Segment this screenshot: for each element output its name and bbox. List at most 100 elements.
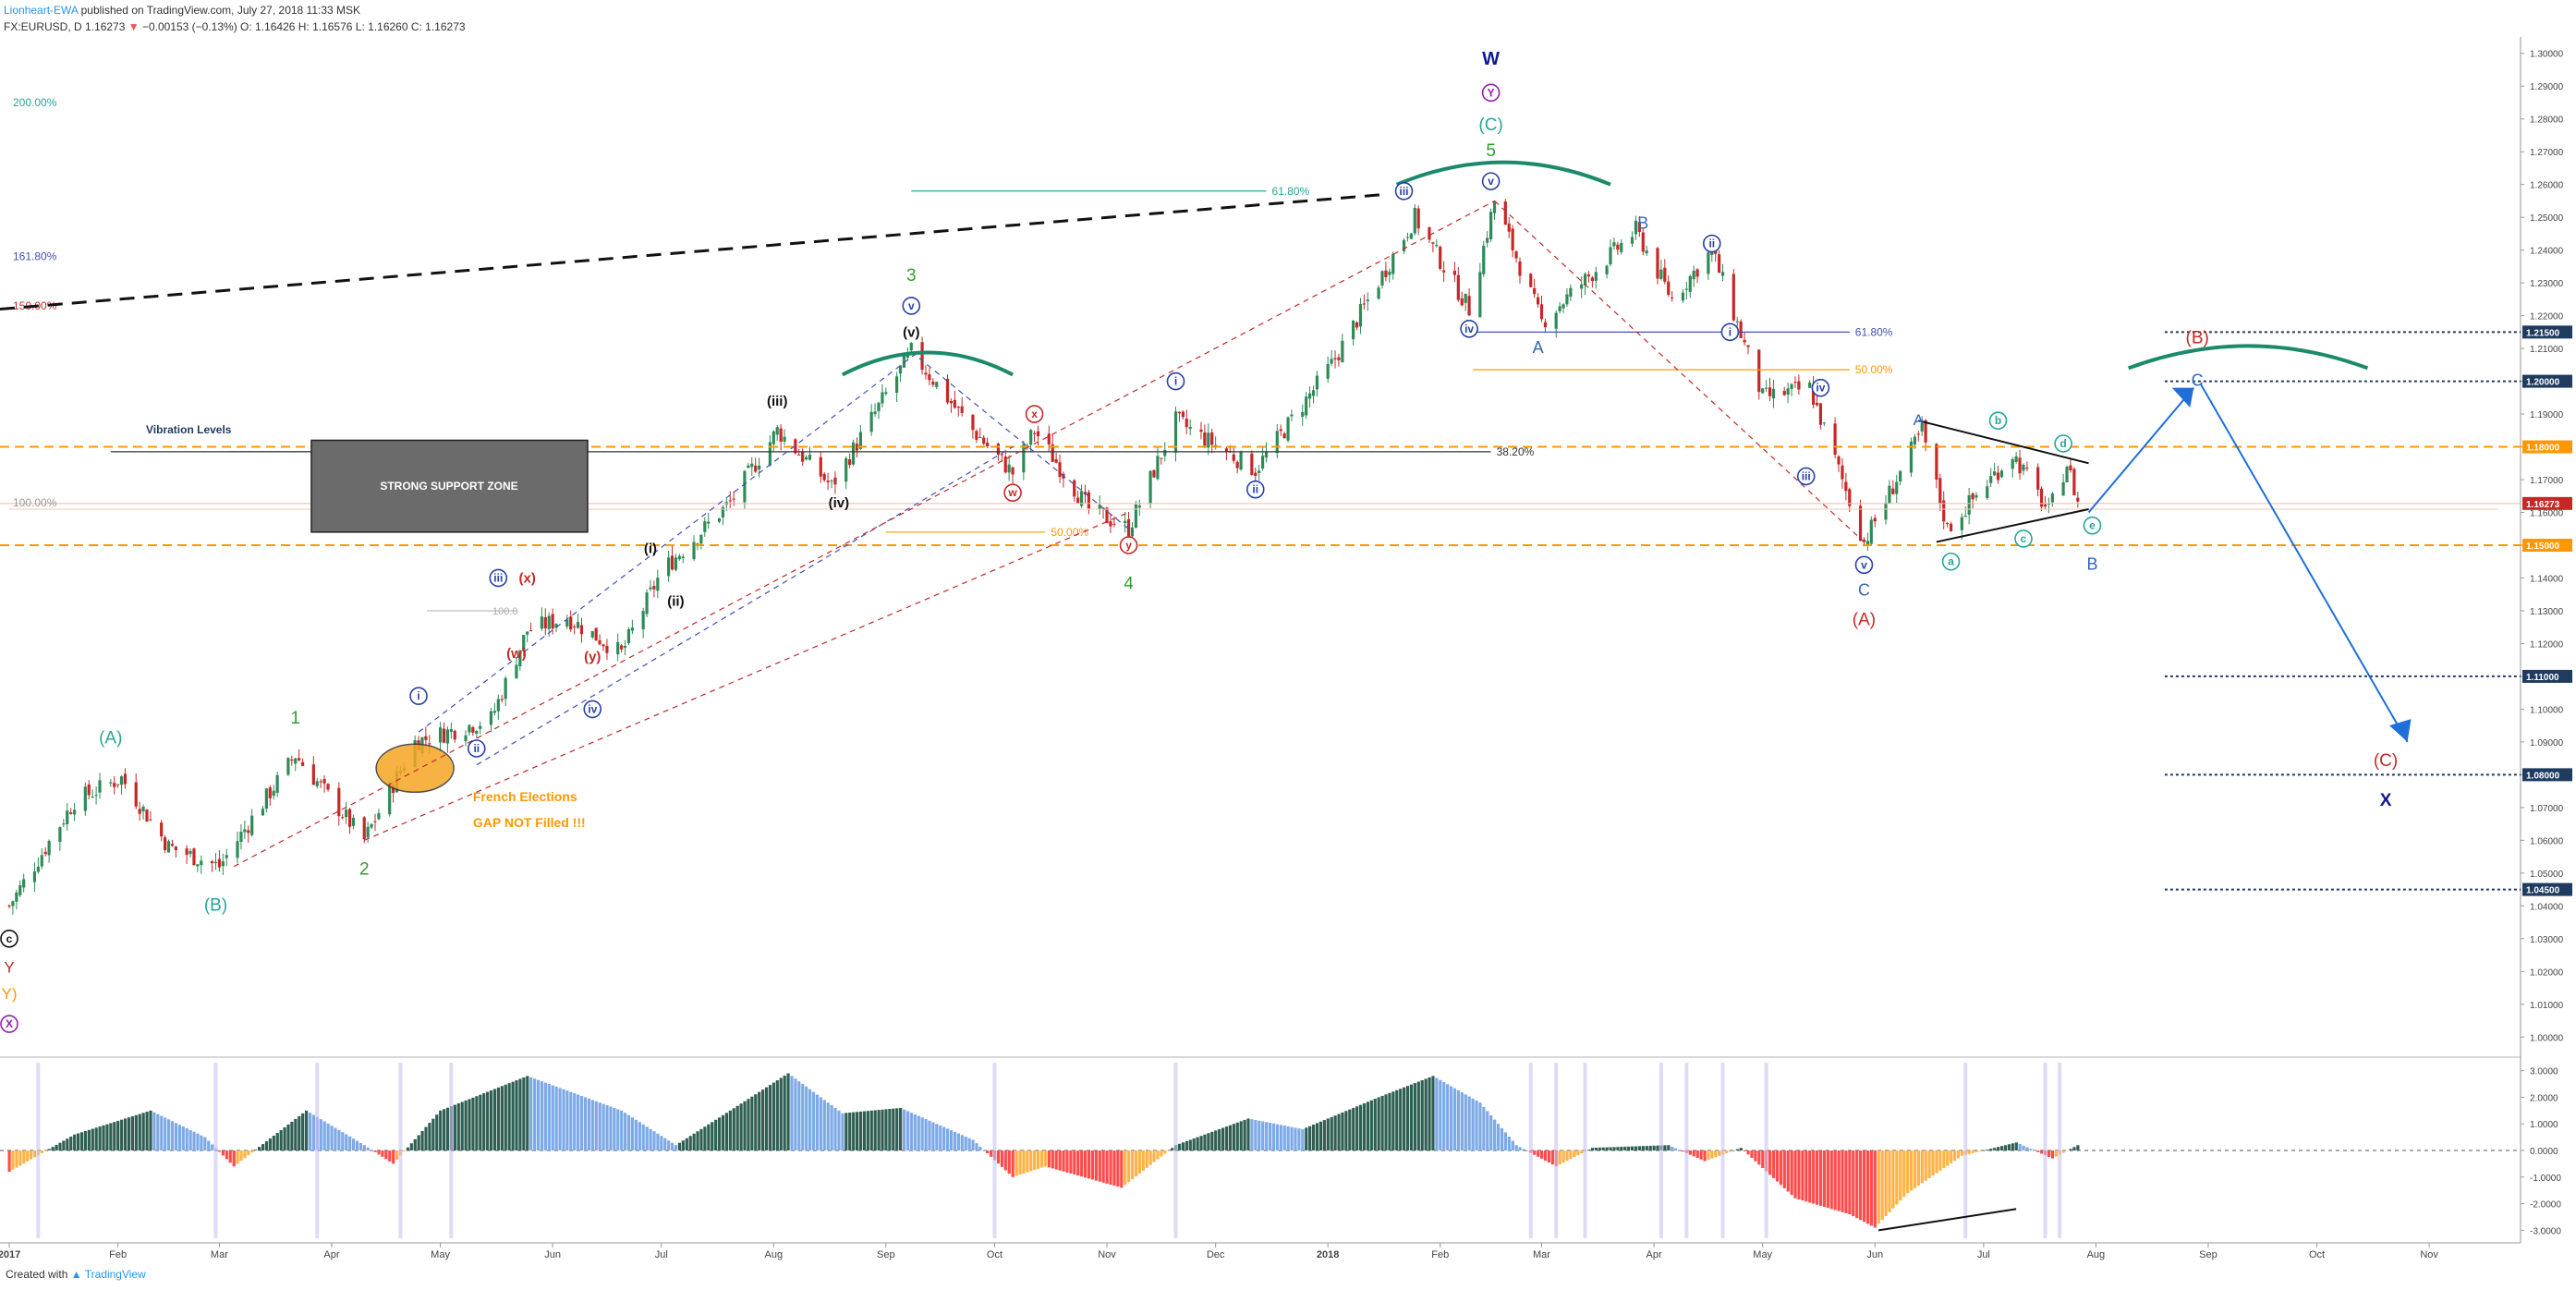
candle-body: [1054, 458, 1058, 463]
osc-bar: [1218, 1128, 1221, 1150]
price-tick-label: 1.23000: [2530, 279, 2564, 289]
candle-body: [196, 864, 200, 867]
candle-body: [935, 382, 939, 387]
osc-bar: [105, 1124, 109, 1150]
wave-label: (iii): [767, 394, 788, 409]
osc-bar: [1000, 1150, 1004, 1167]
candle-body: [1254, 472, 1258, 477]
osc-bar: [439, 1110, 443, 1150]
wave-label: v: [1488, 175, 1494, 188]
osc-bar: [348, 1136, 352, 1150]
candle-body: [489, 711, 493, 725]
wave-label-circle: [2083, 516, 2102, 535]
osc-bar: [1341, 1112, 1344, 1150]
osc-bar: [181, 1126, 185, 1150]
candle-body: [656, 578, 660, 591]
osc-bar: [203, 1137, 207, 1150]
wave-label-circle: [1481, 83, 1501, 103]
candle-body: [1786, 388, 1790, 396]
osc-bar: [583, 1097, 588, 1150]
author-link[interactable]: Lionheart-EWA: [4, 4, 79, 17]
osc-bar: [1952, 1150, 1957, 1162]
candle-body: [1594, 272, 1598, 281]
candle-body: [1051, 444, 1054, 462]
osc-bar: [1311, 1125, 1316, 1150]
osc-bar: [2014, 1142, 2018, 1150]
candle-body: [794, 439, 797, 454]
candle-body: [1612, 242, 1616, 247]
candle-body: [1681, 292, 1685, 301]
osc-bar: [456, 1103, 460, 1150]
candle-body: [1848, 489, 1852, 506]
candle-body: [707, 521, 711, 524]
candle-body: [696, 543, 699, 545]
candle-body: [518, 650, 522, 666]
osc-bar: [1177, 1143, 1182, 1150]
osc-bar: [98, 1126, 102, 1150]
osc-bar: [2072, 1147, 2076, 1150]
candle-body: [869, 411, 873, 432]
osc-bar: [1246, 1118, 1250, 1150]
osc-bar: [334, 1127, 337, 1150]
price-tick-label: 1.05000: [2530, 870, 2564, 880]
osc-bar: [1569, 1150, 1573, 1160]
osc-bar: [797, 1081, 801, 1150]
candle-body: [681, 556, 685, 559]
osc-bar: [626, 1114, 631, 1150]
osc-bar: [1333, 1115, 1337, 1150]
candle-body: [956, 406, 960, 408]
candle-body: [2022, 464, 2025, 471]
price-tick-label: 1.04000: [2530, 902, 2564, 912]
osc-bar: [1094, 1150, 1098, 1181]
candle-body: [1884, 503, 1888, 520]
candle-body: [975, 431, 978, 440]
wave-label: x: [1031, 408, 1038, 420]
candle-body: [1163, 450, 1167, 456]
footer: Created with ▲ TradingView: [6, 1268, 146, 1281]
candle-body: [1258, 470, 1261, 473]
candle-body: [1590, 277, 1594, 282]
wave-label: iv: [1464, 322, 1474, 335]
price-level-tag: [2522, 440, 2572, 454]
wave-label: (B): [204, 895, 227, 915]
candle-body: [1586, 274, 1591, 277]
osc-bar: [2054, 1150, 2058, 1157]
osc-cycle-marker: [1583, 1063, 1587, 1238]
wave-label: v: [908, 299, 915, 312]
candle-body: [978, 437, 982, 439]
osc-bar: [1464, 1094, 1467, 1150]
osc-bar: [479, 1094, 482, 1150]
osc-bar: [308, 1113, 312, 1150]
tradingview-logo-icon[interactable]: ▲: [70, 1268, 82, 1281]
osc-bar: [1775, 1150, 1780, 1182]
candle-body: [210, 860, 214, 864]
osc-bar: [1997, 1147, 2000, 1150]
osc-bar: [717, 1117, 722, 1150]
osc-bar: [1902, 1150, 1906, 1198]
osc-bar: [1855, 1150, 1859, 1219]
support-zone-box: [310, 439, 589, 533]
price-tick-label: 1.22000: [2530, 312, 2564, 322]
candle-body: [848, 459, 852, 466]
osc-bar: [1124, 1150, 1127, 1186]
wave-label: 1: [290, 709, 300, 728]
osc-bar: [1326, 1118, 1330, 1150]
osc-bar: [1442, 1082, 1446, 1150]
osc-bar: [895, 1108, 899, 1150]
candle-body: [1000, 454, 1003, 456]
osc-bar: [1449, 1086, 1453, 1150]
tradingview-link[interactable]: TradingView: [84, 1268, 146, 1281]
candle-body: [442, 728, 446, 743]
osc-bar: [507, 1083, 511, 1150]
candle-body: [138, 809, 141, 814]
time-tick-label: Dec: [1207, 1249, 1225, 1260]
osc-bar: [1841, 1150, 1844, 1212]
osc-bar: [1318, 1121, 1323, 1150]
osc-bar: [714, 1119, 718, 1150]
osc-bar: [674, 1145, 678, 1150]
osc-bar: [902, 1109, 906, 1150]
osc-bar: [1152, 1150, 1156, 1162]
top-arc-waveB: [2127, 344, 2369, 371]
osc-bar: [960, 1135, 964, 1150]
